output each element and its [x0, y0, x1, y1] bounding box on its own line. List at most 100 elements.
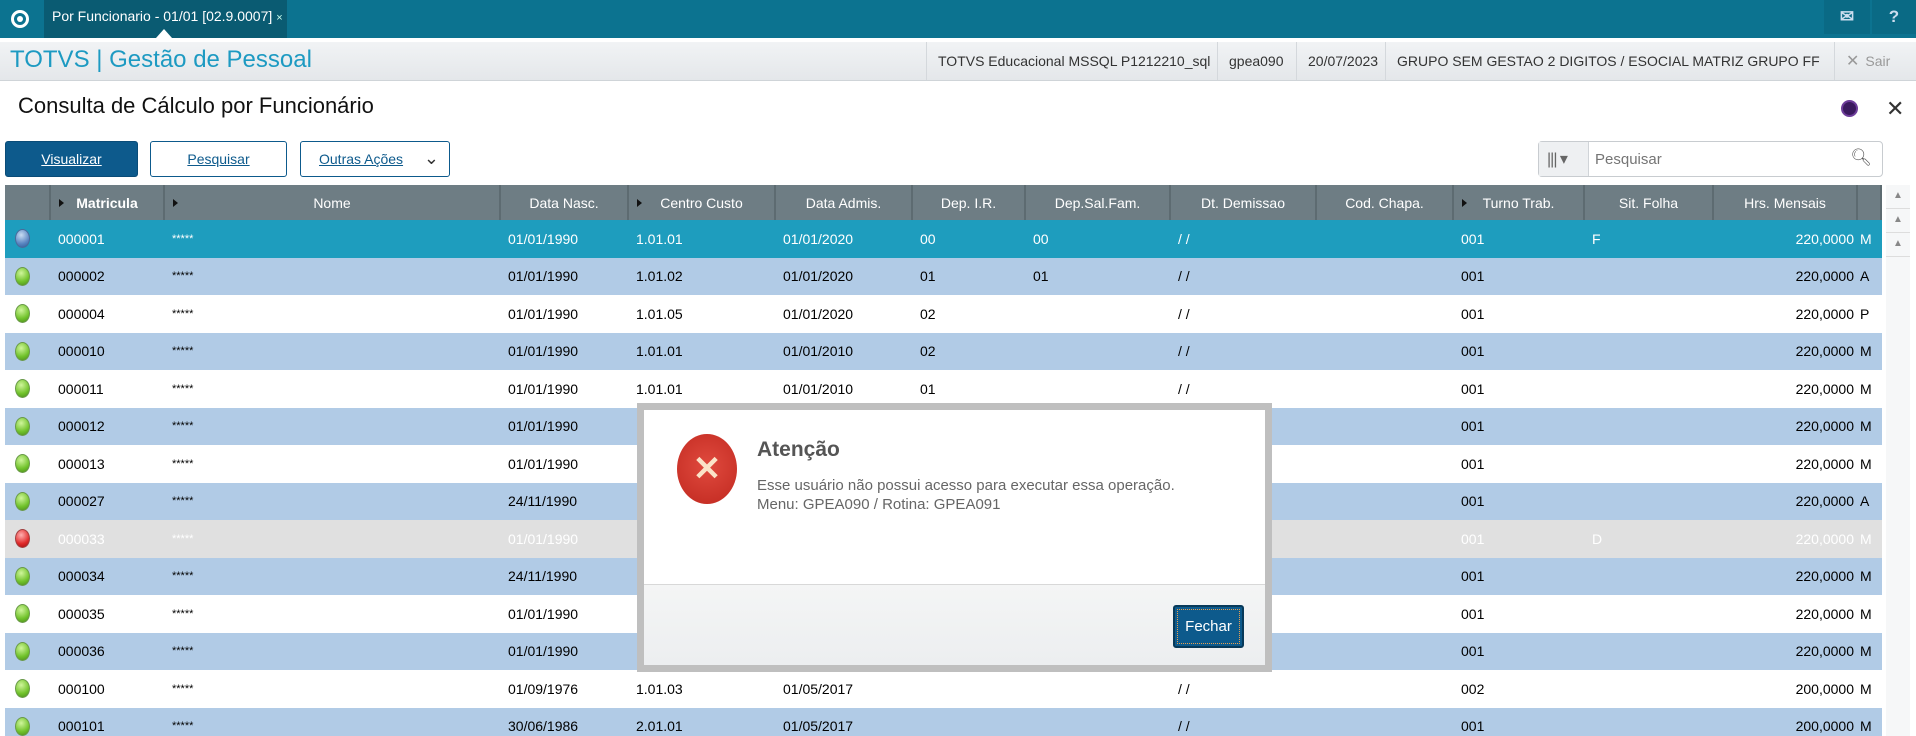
column-header-13[interactable]	[1858, 185, 1882, 220]
visualizar-button[interactable]: Visualizar	[5, 141, 138, 177]
fluig-icon[interactable]	[1841, 100, 1858, 117]
column-header-0[interactable]	[5, 185, 51, 220]
tab-por-funcionario[interactable]: Por Funcionario - 01/01 [02.9.0007] ×	[44, 0, 287, 38]
table-row[interactable]: 000035 ***** 01/01/1990 001 220,0000 M	[5, 595, 1882, 633]
search-icon[interactable]: 🔍︎	[1850, 148, 1872, 167]
column-selector-icon[interactable]: ||| ▾	[1539, 142, 1589, 176]
cell-flag: M	[1860, 568, 1872, 585]
column-header-7[interactable]: Dep.Sal.Fam.	[1026, 185, 1171, 220]
outras-acoes-button[interactable]: Outras Ações ⌄	[300, 141, 450, 177]
column-header-3[interactable]: Data Nasc.	[501, 185, 629, 220]
scroll-top-icon[interactable]: ▲	[1886, 185, 1910, 209]
cell-flag: A	[1860, 268, 1870, 285]
cell-turno-trab-: 001	[1461, 643, 1485, 660]
cell-data-admis-: 01/01/2020	[783, 230, 854, 247]
cell-turno-trab-: 001	[1461, 568, 1485, 585]
cell-matricula: 000033	[58, 530, 105, 547]
cell-flag: M	[1860, 680, 1872, 697]
cell-centro-custo: 1.01.02	[636, 268, 683, 285]
status-green-icon	[15, 304, 30, 324]
scroll-up-icon[interactable]: ▲	[1886, 233, 1910, 257]
cell-data-nasc-: 30/06/1986	[508, 718, 579, 735]
tab-label: Por Funcionario - 01/01 [02.9.0007]	[52, 8, 273, 24]
cell-matricula: 000013	[58, 455, 105, 472]
cell-data-nasc-: 01/01/1990	[508, 380, 579, 397]
cell-nome: *****	[172, 645, 194, 658]
column-header-9[interactable]: Cod. Chapa.	[1317, 185, 1454, 220]
cell-hrs-mensais: 220,0000	[1795, 343, 1854, 360]
cell-dep-sal-fam-: 00	[1033, 230, 1049, 247]
fechar-button[interactable]: Fechar	[1173, 605, 1244, 648]
status-cell	[5, 341, 51, 361]
column-header-1[interactable]: Matricula	[51, 185, 165, 220]
status-cell	[5, 491, 51, 511]
tab-close-icon[interactable]: ×	[276, 12, 283, 24]
table-row[interactable]: 000101 ***** 30/06/1986 2.01.01 01/05/2017 /…	[5, 707, 1882, 736]
exit-button[interactable]: ✕ Sair	[1834, 42, 1901, 80]
dialog-message-line2: Menu: GPEA090 / Rotina: GPEA091	[757, 496, 1001, 513]
table-row[interactable]: 000004 ***** 01/01/1990 1.01.05 01/01/2020 02…	[5, 295, 1882, 333]
cell-turno-trab-: 001	[1461, 230, 1485, 247]
cell-matricula: 000010	[58, 343, 105, 360]
cell-flag: P	[1860, 305, 1870, 322]
grid-scrollbar[interactable]: ▲ ▲ ▲	[1886, 185, 1910, 736]
cell-flag: A	[1860, 493, 1870, 510]
cell-dt-demissao: / /	[1178, 268, 1190, 285]
table-row[interactable]: 000013 ***** 01/01/1990 001 220,0000 M	[5, 445, 1882, 483]
column-header-12[interactable]: Hrs. Mensais	[1714, 185, 1858, 220]
cell-hrs-mensais: 200,0000	[1795, 718, 1854, 735]
cell-centro-custo: 1.01.05	[636, 305, 683, 322]
cell-nome: *****	[172, 532, 194, 545]
status-cell	[5, 304, 51, 324]
cell-centro-custo: 1.01.03	[636, 680, 683, 697]
cell-matricula: 000004	[58, 305, 105, 322]
column-header-8[interactable]: Dt. Demissao	[1171, 185, 1317, 220]
totvs-logo-icon[interactable]	[0, 0, 40, 38]
close-page-icon[interactable]: ✕	[1886, 96, 1905, 121]
column-header-2[interactable]: Nome	[165, 185, 501, 220]
dialog-message-line1: Esse usuário não possui acesso para exec…	[757, 477, 1175, 494]
cell-nome: *****	[172, 457, 194, 470]
status-green-icon	[15, 416, 30, 436]
column-header-6[interactable]: Dep. I.R.	[913, 185, 1026, 220]
cell-turno-trab-: 001	[1461, 343, 1485, 360]
cell-turno-trab-: 001	[1461, 380, 1485, 397]
cell-centro-custo: 1.01.01	[636, 343, 683, 360]
table-row[interactable]: 000010 ***** 01/01/1990 1.01.01 01/01/2010 02…	[5, 332, 1882, 370]
cell-hrs-mensais: 220,0000	[1795, 230, 1854, 247]
table-row[interactable]: 000011 ***** 01/01/1990 1.01.01 01/01/2010 01…	[5, 370, 1882, 408]
mail-icon[interactable]: ✉	[1824, 0, 1870, 34]
column-header-11[interactable]: Sit. Folha	[1585, 185, 1714, 220]
cell-sit-folha: D	[1592, 530, 1603, 547]
column-header-4[interactable]: Centro Custo	[629, 185, 776, 220]
cell-matricula: 000001	[58, 230, 105, 247]
cell-nome: *****	[172, 607, 194, 620]
cell-sit-folha: F	[1592, 230, 1601, 247]
cell-data-nasc-: 01/09/1976	[508, 680, 579, 697]
help-icon[interactable]: ?	[1872, 0, 1916, 34]
cell-hrs-mensais: 220,0000	[1795, 380, 1854, 397]
table-row[interactable]: 000002 ***** 01/01/1990 1.01.02 01/01/2020 01…	[5, 257, 1882, 295]
table-row[interactable]: 000100 ***** 01/09/1976 1.01.03 01/05/2017 /…	[5, 670, 1882, 708]
column-header-10[interactable]: Turno Trab.	[1454, 185, 1585, 220]
cell-dep-i-r-: 01	[920, 380, 936, 397]
cell-hrs-mensais: 200,0000	[1795, 680, 1854, 697]
scroll-page-up-icon[interactable]: ▲	[1886, 209, 1910, 233]
cell-dt-demissao: / /	[1178, 718, 1190, 735]
status-cell	[5, 454, 51, 474]
cell-turno-trab-: 001	[1461, 305, 1485, 322]
cell-centro-custo: 1.01.01	[636, 230, 683, 247]
cell-hrs-mensais: 220,0000	[1795, 305, 1854, 322]
pesquisar-button[interactable]: Pesquisar	[150, 141, 287, 177]
cell-data-nasc-: 01/01/1990	[508, 230, 579, 247]
search-input[interactable]	[1595, 148, 1835, 170]
column-header-5[interactable]: Data Admis.	[776, 185, 913, 220]
table-row[interactable]: 000001 ***** 01/01/1990 1.01.01 01/01/2020 00…	[5, 220, 1882, 258]
cell-data-nasc-: 01/01/1990	[508, 455, 579, 472]
cell-flag: M	[1860, 343, 1872, 360]
close-icon: ✕	[1846, 53, 1860, 70]
dialog-message: Esse usuário não possui acesso para exec…	[757, 476, 1175, 514]
cell-hrs-mensais: 220,0000	[1795, 268, 1854, 285]
company-info: GRUPO SEM GESTAO 2 DIGITOS / ESOCIAL MAT…	[1385, 42, 1831, 80]
attention-dialog: ✕ Atenção Esse usuário não possui acesso…	[637, 403, 1272, 672]
